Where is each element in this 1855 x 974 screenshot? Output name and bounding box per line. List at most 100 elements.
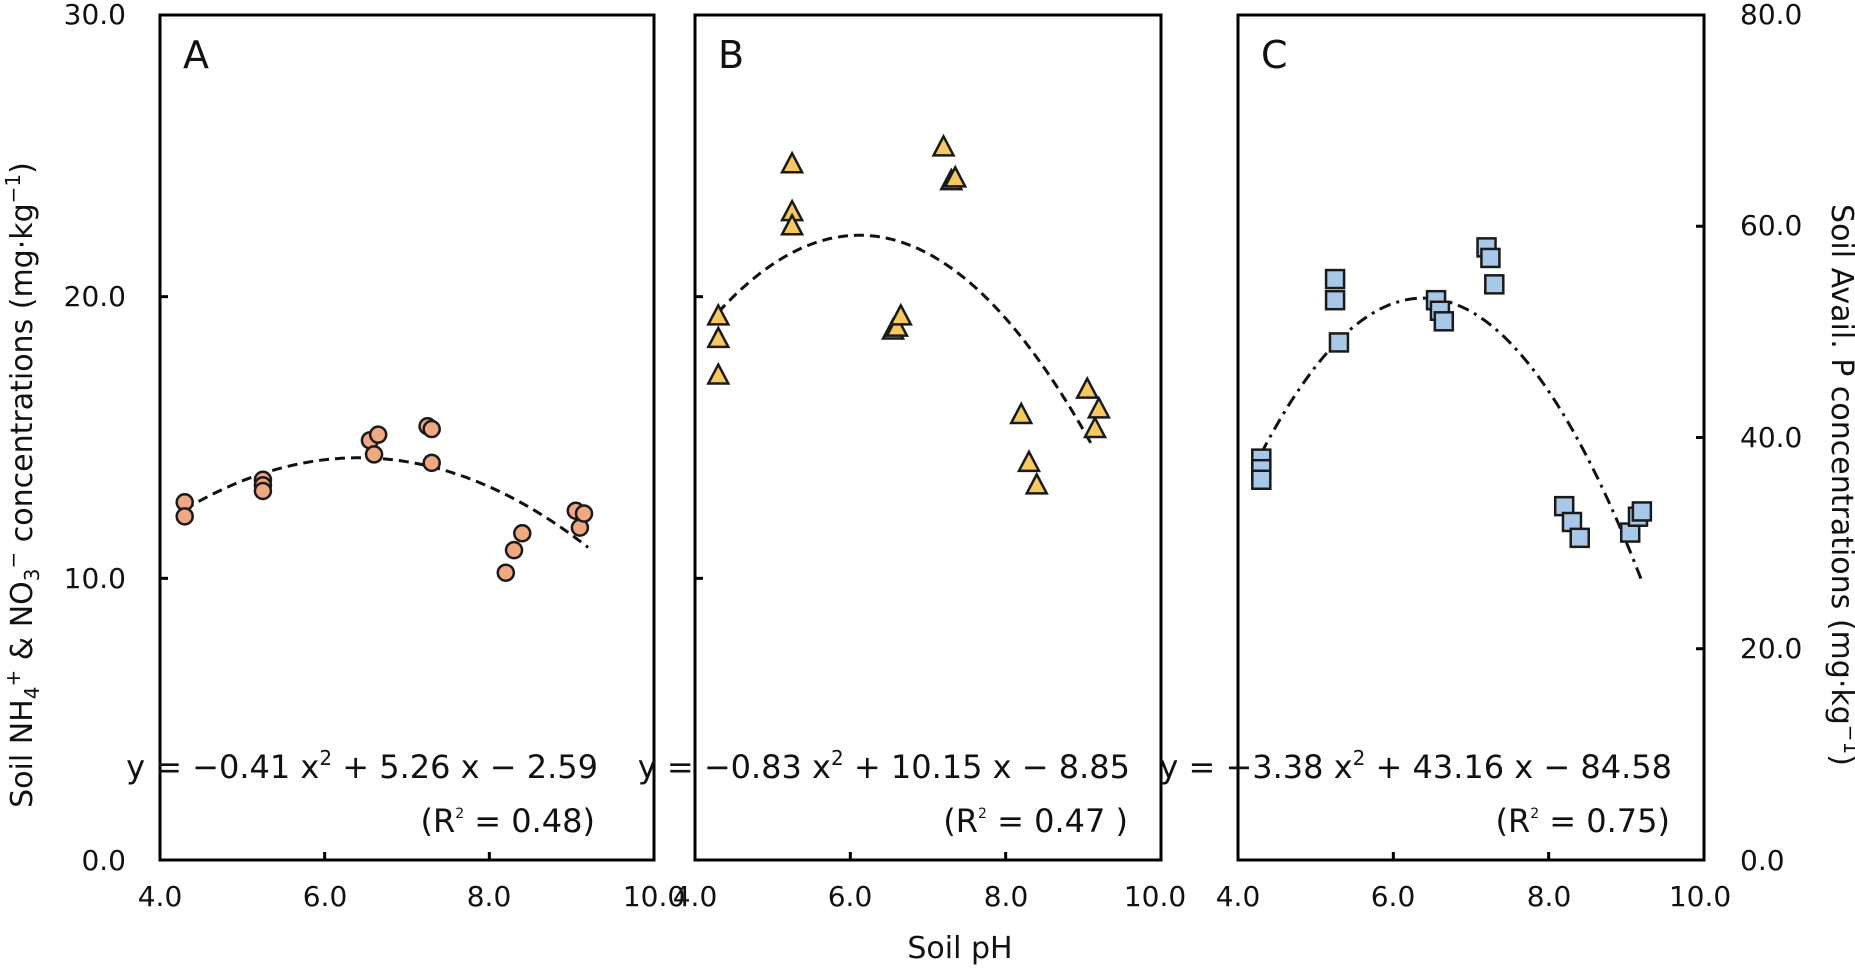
data-point (1009, 401, 1034, 425)
panel-c-frame (1236, 13, 1706, 862)
right-ytick-label: 40.0 (1740, 421, 1802, 454)
r2-sup: 2 (455, 806, 464, 822)
equation-pre: y = −3.38 x (1159, 748, 1352, 786)
xtick-label: 6.0 (828, 880, 873, 913)
xtick-label: 8.0 (984, 880, 1029, 913)
left-y-tick-labels: 30.0 20.0 10.0 0.0 (64, 0, 126, 877)
xtick-label: 6.0 (1371, 880, 1416, 913)
xtick-label: 10.0 (623, 880, 685, 913)
data-point (931, 133, 956, 157)
right-ylabel-pre: Soil Avail. P concentrations (mg·kg (1824, 204, 1855, 725)
data-point (1631, 501, 1653, 522)
panel-c-xtick-labels: 4.0 6.0 8.0 10.0 (1216, 880, 1731, 913)
panel-c-trend-line (1259, 296, 1644, 582)
left-ytick-label: 20.0 (64, 280, 126, 313)
data-point (706, 361, 731, 385)
left-ytick-label: 10.0 (64, 562, 126, 595)
data-point (253, 481, 273, 501)
equation-pre: y = −0.83 x (638, 748, 831, 786)
data-point (1569, 527, 1590, 549)
left-ytick-label: 0.0 (81, 844, 126, 877)
data-point (496, 563, 516, 582)
data-point (175, 507, 194, 526)
right-ytick-label: 20.0 (1740, 632, 1802, 665)
panel-a-trend-line (183, 456, 590, 549)
data-point (422, 453, 441, 473)
panel-b-equation: y = −0.83 x2 + 10.15 x − 8.85 (638, 746, 1130, 786)
panel-c-equation: y = −3.38 x2 + 43.16 x − 84.58 (1159, 746, 1672, 786)
data-point (513, 524, 532, 543)
equation-sup: 2 (319, 746, 332, 770)
left-ylabel-pre: Soil NH (5, 699, 40, 808)
equation-post: + 5.26 x − 2.59 (332, 748, 598, 786)
panel-a-points (175, 416, 594, 582)
xtick-label: 4.0 (138, 880, 183, 913)
panel-a: 4.0 6.0 8.0 10.0 A y = −0.41 x2 + 5.26 x… (126, 13, 685, 913)
left-ylabel-sup2: − (1, 552, 25, 569)
data-point (1433, 311, 1455, 332)
right-y-axis-title: Soil Avail. P concentrations (mg·kg−1) (1824, 204, 1855, 766)
data-point (780, 212, 805, 236)
data-point (368, 425, 388, 444)
data-point (1484, 274, 1505, 295)
xtick-label: 10.0 (1124, 880, 1186, 913)
equation-post: + 43.16 x − 84.58 (1365, 748, 1672, 786)
data-point (706, 325, 731, 349)
r2-pre: (R (420, 802, 455, 840)
equation-sup: 2 (831, 746, 844, 770)
xtick-label: 8.0 (1527, 880, 1572, 913)
data-point (1086, 395, 1111, 419)
panel-b-ticks (693, 295, 1163, 860)
panel-a-frame (158, 13, 656, 862)
r2-sup: 2 (978, 806, 987, 822)
left-ylabel-sup1: + (1, 670, 25, 687)
panel-c-label: C (1261, 33, 1288, 77)
left-ylabel-end: ) (5, 162, 40, 174)
left-ylabel-sub1: 4 (20, 687, 44, 700)
panel-b-frame (693, 13, 1163, 862)
right-ylabel-end: ) (1824, 754, 1855, 766)
data-point (780, 150, 805, 174)
r2-post: = 0.47 ) (987, 802, 1128, 840)
panel-c-ticks (1236, 13, 1706, 862)
data-point (1016, 449, 1042, 473)
panel-a-xtick-labels: 4.0 6.0 8.0 10.0 (138, 880, 685, 913)
data-point (422, 419, 441, 439)
equation-sup: 2 (1353, 746, 1366, 770)
panel-a-r2: (R2 = 0.48) (420, 802, 595, 840)
r2-pre: (R (1495, 802, 1530, 840)
data-point (1082, 415, 1108, 439)
panel-b-points (706, 133, 1111, 495)
left-ylabel-sub2: 3 (20, 569, 44, 582)
panel-a-label: A (183, 33, 209, 77)
panel-c-r2: (R2 = 0.75) (1495, 802, 1670, 840)
xtick-label: 6.0 (303, 880, 348, 913)
panel-b-trend-line (717, 233, 1093, 445)
panel-b: 4.0 6.0 8.0 10.0 B y = −0.83 x2 + 10.15 … (638, 13, 1186, 913)
xtick-label: 10.0 (1669, 880, 1731, 913)
r2-post: = 0.75) (1539, 802, 1670, 840)
right-ylabel-sup: −1 (1839, 725, 1855, 754)
left-y-axis-title: Soil NH4+ & NO3− concentrations (mg·kg−1… (1, 162, 44, 808)
data-point (1324, 268, 1346, 290)
xtick-label: 8.0 (467, 880, 512, 913)
left-ylabel-post: concentrations (mg·kg (5, 203, 40, 551)
panel-c: 4.0 6.0 8.0 10.0 C y = −3.38 x2 + 43.16 … (1159, 13, 1731, 913)
x-axis-title: Soil pH (907, 931, 1012, 966)
right-y-tick-labels: 80.0 60.0 40.0 20.0 0.0 (1740, 0, 1802, 877)
data-point (1251, 469, 1272, 490)
xtick-label: 4.0 (673, 880, 718, 913)
equation-post: + 10.15 x − 8.85 (844, 748, 1130, 786)
data-point (884, 313, 910, 337)
equation-pre: y = −0.41 x (126, 748, 319, 786)
r2-post: = 0.48) (464, 802, 595, 840)
panel-b-label: B (718, 33, 744, 77)
data-point (1324, 289, 1346, 311)
r2-pre: (R (943, 802, 978, 840)
data-point (1075, 375, 1100, 399)
right-ytick-label: 0.0 (1740, 844, 1785, 877)
data-point (1480, 247, 1501, 269)
panel-b-xtick-labels: 4.0 6.0 8.0 10.0 (673, 880, 1186, 913)
left-ylabel-mid: & NO (5, 581, 40, 670)
panel-b-r2: (R2 = 0.47 ) (943, 802, 1128, 840)
